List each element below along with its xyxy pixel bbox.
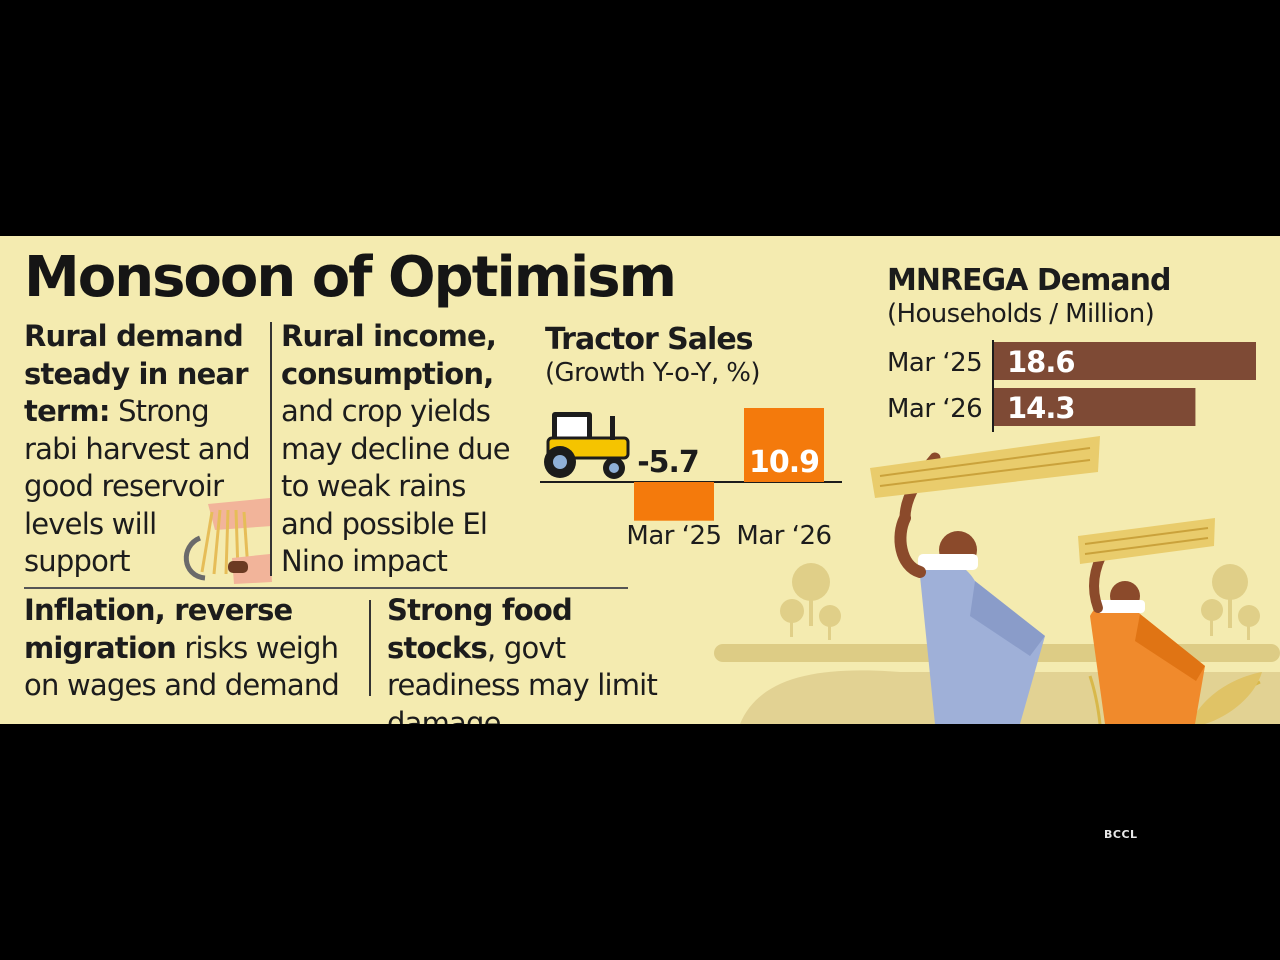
mnrega-bar-2 [994,388,1196,426]
farmer-orange-illustration [1078,518,1215,724]
farmer-blue-illustration [870,436,1100,724]
trees-illustration [780,563,1260,640]
tractor-bar-2 [744,408,824,482]
row-divider [24,587,628,589]
landscape-illustration [183,436,1280,724]
rural-demand-block: Rural demand steady in near term: Strong… [24,318,264,581]
food-stocks-text: , govt readiness may limit damage [387,630,658,725]
rural-demand-text: Strong rabi harvest and good reservoir l… [24,394,251,578]
tractor-category-label-2: Mar ‘26 [736,521,831,548]
hands-sickle-icon [183,498,272,584]
infographic-panel: Monsoon of Optimism Rural demand steady … [0,236,1280,724]
inflation-block: Inflation, reverse migration risks weigh… [24,592,354,705]
column-divider-1 [270,322,272,576]
mnrega-bar-1 [994,342,1256,380]
tractor-chart-subtitle: (Growth Y-o-Y, %) [545,358,761,388]
food-stocks-block: Strong food stocks, govt readiness may l… [387,592,677,724]
leaf [1190,672,1262,724]
mnrega-value-label-1: 18.6 [1007,345,1075,379]
mnrega-demand-chart: Mar ‘25 18.6 Mar ‘26 14.3 [887,340,1256,432]
food-stocks-bold: Strong food stocks [387,593,573,665]
headline: Monsoon of Optimism [24,245,677,310]
mnrega-category-label-2: Mar ‘26 [887,394,982,424]
rural-demand-bold: Rural demand steady in near term: [24,319,249,428]
rural-income-bold: Rural income, consumption, [281,319,497,391]
photo-credit: BCCL [1104,828,1138,841]
inflation-bold: Inflation, reverse migration [24,593,293,665]
rural-income-block: Rural income, consumption, and crop yiel… [281,318,521,581]
tractor-sales-chart: -5.7 Mar ‘25 10.9 Mar ‘26 [540,408,842,548]
column-divider-2 [369,600,371,696]
tractor-value-label-2: 10.9 [749,445,819,480]
mnrega-value-label-2: 14.3 [1007,391,1075,425]
inflation-text: risks weigh on wages and demand [24,630,340,703]
tractor-category-label-1: Mar ‘25 [626,521,721,548]
tractor-chart-title: Tractor Sales [545,322,754,357]
mnrega-category-label-1: Mar ‘25 [887,348,982,378]
tractor-icon [544,412,630,479]
mnrega-chart-title: MNREGA Demand [887,263,1171,298]
mnrega-chart-subtitle: (Households / Million) [887,299,1155,329]
rural-income-text: and crop yields may decline due to weak … [281,394,511,578]
tractor-bar-1 [634,482,714,521]
tractor-value-label-1: -5.7 [637,445,699,480]
